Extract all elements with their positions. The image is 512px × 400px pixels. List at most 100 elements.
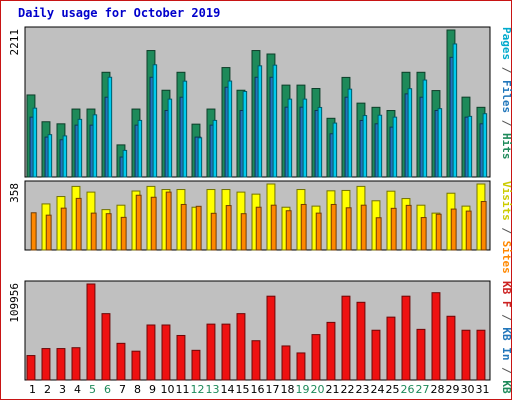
- x-tick-label-day-6: 6: [104, 383, 111, 396]
- y-max-label-bottom: 109956: [8, 283, 21, 323]
- bar-bottom-kb-f-day-29: [446, 315, 456, 381]
- bar-bottom-kb-f-day-12: [191, 349, 201, 381]
- bar-bottom-kb-f-day-13: [206, 323, 216, 381]
- x-tick-label-day-7: 7: [119, 383, 126, 396]
- bar-middle-sites-day-1: [30, 212, 37, 251]
- bar-top-pages-day-12: [197, 137, 203, 178]
- bar-bottom-kb-f-day-1: [26, 355, 36, 381]
- bar-middle-sites-day-25: [390, 207, 397, 251]
- x-tick-label-day-4: 4: [74, 383, 81, 396]
- bar-bottom-kb-f-day-3: [56, 348, 66, 381]
- bar-middle-sites-day-19: [300, 203, 307, 251]
- bar-top-pages-day-13: [212, 119, 218, 178]
- bar-middle-sites-day-9: [150, 196, 157, 251]
- bar-middle-sites-day-7: [120, 216, 127, 251]
- bar-top-pages-day-23: [362, 115, 368, 178]
- bar-middle-sites-day-27: [420, 217, 427, 251]
- bar-bottom-kb-f-day-19: [296, 352, 306, 381]
- bar-middle-sites-day-18: [285, 210, 292, 251]
- x-tick-label-day-11: 11: [176, 383, 190, 396]
- bar-top-pages-day-20: [317, 106, 323, 178]
- bar-bottom-kb-f-day-17: [266, 295, 276, 381]
- x-tick-label-day-28: 28: [431, 383, 445, 396]
- x-tick-label-day-13: 13: [206, 383, 220, 396]
- bar-middle-sites-day-16: [255, 206, 262, 251]
- bar-middle-sites-day-5: [90, 212, 97, 251]
- bar-top-pages-day-11: [182, 80, 188, 178]
- side-legend-top: Pages / Files / Hits: [500, 27, 512, 160]
- bar-middle-sites-day-20: [315, 212, 322, 251]
- x-tick-label-day-20: 20: [311, 383, 325, 396]
- bar-middle-sites-day-22: [345, 207, 352, 251]
- bar-bottom-kb-f-day-20: [311, 334, 321, 381]
- bar-top-pages-day-1: [32, 107, 38, 178]
- bar-bottom-kb-f-day-28: [431, 292, 441, 381]
- bar-top-pages-day-27: [422, 79, 428, 178]
- bar-top-pages-day-29: [452, 43, 458, 178]
- bar-bottom-kb-f-day-2: [41, 348, 51, 381]
- bar-top-pages-day-22: [347, 88, 353, 178]
- bar-middle-sites-day-13: [210, 212, 217, 251]
- bar-bottom-kb-f-day-21: [326, 321, 336, 381]
- x-tick-label-day-18: 18: [281, 383, 295, 396]
- x-tick-label-day-31: 31: [476, 383, 490, 396]
- bar-middle-sites-day-10: [165, 191, 172, 251]
- bar-bottom-kb-f-day-11: [176, 334, 186, 381]
- bar-top-pages-day-28: [437, 108, 443, 178]
- bar-middle-sites-day-3: [60, 207, 67, 251]
- x-tick-label-day-30: 30: [461, 383, 475, 396]
- bar-middle-sites-day-26: [405, 204, 412, 251]
- bar-top-pages-day-9: [152, 64, 158, 178]
- x-tick-label-day-16: 16: [251, 383, 265, 396]
- x-tick-label-day-19: 19: [296, 383, 310, 396]
- x-tick-label-day-14: 14: [221, 383, 235, 396]
- bar-top-pages-day-24: [377, 114, 383, 178]
- bar-middle-sites-day-15: [240, 213, 247, 251]
- bar-top-pages-day-17: [272, 64, 278, 178]
- bar-middle-sites-day-8: [135, 194, 142, 251]
- chart-title: Daily usage for October 2019: [18, 6, 221, 20]
- bar-top-pages-day-10: [167, 98, 173, 178]
- x-tick-label-day-25: 25: [386, 383, 400, 396]
- bar-top-pages-day-19: [302, 98, 308, 178]
- x-tick-label-day-29: 29: [446, 383, 460, 396]
- x-tick-label-day-24: 24: [371, 383, 385, 396]
- x-tick-label-day-5: 5: [89, 383, 96, 396]
- bar-bottom-kb-f-day-7: [116, 342, 126, 381]
- y-max-label-middle: 358: [8, 183, 21, 203]
- bar-bottom-kb-f-day-16: [251, 340, 261, 381]
- bar-top-pages-day-3: [62, 135, 68, 178]
- bar-bottom-kb-f-day-4: [71, 347, 81, 381]
- bar-top-pages-day-26: [407, 88, 413, 178]
- x-tick-label-day-22: 22: [341, 383, 355, 396]
- x-tick-label-day-15: 15: [236, 383, 250, 396]
- x-tick-label-day-3: 3: [59, 383, 66, 396]
- bar-middle-sites-day-30: [465, 210, 472, 251]
- x-tick-label-day-2: 2: [44, 383, 51, 396]
- x-tick-label-day-21: 21: [326, 383, 340, 396]
- bar-bottom-kb-f-day-10: [161, 324, 171, 381]
- bar-top-pages-day-2: [47, 134, 53, 178]
- x-tick-label-day-26: 26: [401, 383, 415, 396]
- bar-top-pages-day-31: [482, 113, 488, 178]
- x-tick-label-day-1: 1: [29, 383, 36, 396]
- bar-top-pages-day-8: [137, 119, 143, 178]
- bar-top-pages-day-7: [122, 149, 128, 178]
- bar-top-pages-day-18: [287, 98, 293, 178]
- x-tick-label-day-8: 8: [134, 383, 141, 396]
- x-tick-label-day-12: 12: [191, 383, 205, 396]
- bar-top-pages-day-14: [227, 80, 233, 178]
- bar-middle-sites-day-23: [360, 204, 367, 251]
- bar-bottom-kb-f-day-6: [101, 313, 111, 381]
- bar-middle-sites-day-2: [45, 214, 52, 251]
- bar-middle-sites-day-31: [480, 201, 487, 251]
- bar-top-pages-day-30: [467, 115, 473, 178]
- bar-middle-sites-day-28: [435, 213, 442, 251]
- bar-bottom-kb-f-day-26: [401, 295, 411, 381]
- y-max-label-top: 2211: [8, 29, 21, 56]
- bar-bottom-kb-f-day-27: [416, 328, 426, 381]
- bar-middle-sites-day-29: [450, 208, 457, 251]
- bar-bottom-kb-f-day-22: [341, 295, 351, 381]
- side-legend-middle: Visits / Sites: [500, 181, 512, 274]
